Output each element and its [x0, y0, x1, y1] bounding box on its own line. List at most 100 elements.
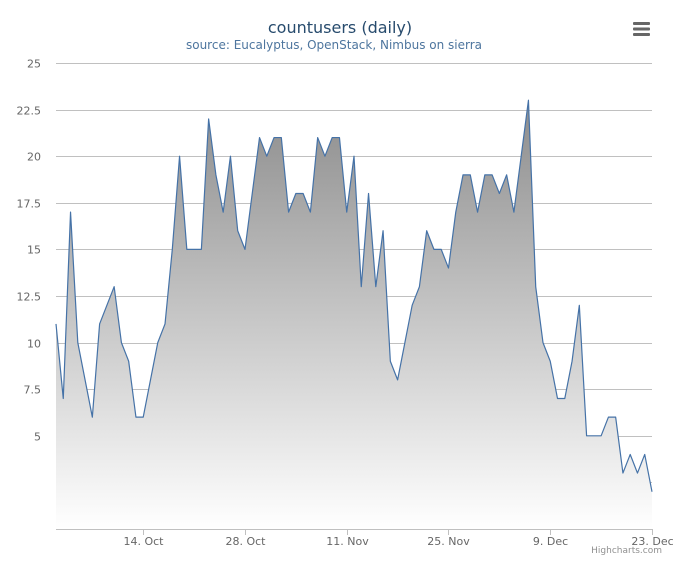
data-point[interactable]	[380, 228, 386, 234]
data-point[interactable]	[118, 340, 124, 346]
data-point[interactable]	[307, 209, 313, 215]
data-point[interactable]	[438, 246, 444, 252]
data-point[interactable]	[504, 172, 510, 178]
y-tick-label: 5	[34, 431, 41, 444]
data-point[interactable]	[605, 414, 611, 420]
credits-label[interactable]: Highcharts.com	[591, 546, 662, 556]
data-point[interactable]	[257, 135, 263, 141]
data-point[interactable]	[366, 190, 372, 196]
data-point[interactable]	[315, 135, 321, 141]
data-point[interactable]	[126, 358, 132, 364]
data-point[interactable]	[620, 470, 626, 476]
data-point[interactable]	[220, 209, 226, 215]
data-point[interactable]	[271, 135, 277, 141]
data-point[interactable]	[133, 414, 139, 420]
data-point[interactable]	[191, 246, 197, 252]
data-point[interactable]	[518, 153, 524, 159]
data-point[interactable]	[351, 153, 357, 159]
data-point[interactable]	[300, 190, 306, 196]
data-point[interactable]	[613, 414, 619, 420]
data-point[interactable]	[569, 358, 575, 364]
data-point[interactable]	[416, 284, 422, 290]
data-point[interactable]	[89, 414, 95, 420]
data-point[interactable]	[75, 340, 81, 346]
y-tick-label: 25	[27, 58, 41, 71]
series-area	[53, 97, 655, 529]
x-tick-label: 25. Nov	[427, 535, 470, 548]
data-point[interactable]	[409, 302, 415, 308]
data-point[interactable]	[584, 433, 590, 439]
data-point[interactable]	[445, 265, 451, 271]
y-tick-label: 15	[27, 244, 41, 257]
data-point[interactable]	[598, 433, 604, 439]
data-point[interactable]	[227, 153, 233, 159]
data-point[interactable]	[60, 396, 66, 402]
data-point[interactable]	[336, 135, 342, 141]
chart-subtitle: source: Eucalyptus, OpenStack, Nimbus on…	[186, 38, 482, 52]
data-point[interactable]	[358, 284, 364, 290]
data-point[interactable]	[424, 228, 430, 234]
data-point[interactable]	[591, 433, 597, 439]
data-point[interactable]	[387, 358, 393, 364]
data-point[interactable]	[431, 246, 437, 252]
data-point[interactable]	[286, 209, 292, 215]
data-point[interactable]	[206, 116, 212, 122]
data-point[interactable]	[525, 97, 531, 103]
data-point[interactable]	[235, 228, 241, 234]
data-point[interactable]	[278, 135, 284, 141]
data-point[interactable]	[177, 153, 183, 159]
data-point[interactable]	[329, 135, 335, 141]
data-point[interactable]	[489, 172, 495, 178]
data-point[interactable]	[634, 470, 640, 476]
data-point[interactable]	[373, 284, 379, 290]
data-point[interactable]	[395, 377, 401, 383]
data-point[interactable]	[627, 451, 633, 457]
data-point[interactable]	[562, 396, 568, 402]
data-point[interactable]	[460, 172, 466, 178]
data-point[interactable]	[111, 284, 117, 290]
x-axis: 14. Oct 28. Oct 11. Nov 25. Nov 9. Dec 23. De…	[56, 529, 674, 548]
data-point[interactable]	[453, 209, 459, 215]
data-point[interactable]	[547, 358, 553, 364]
data-point[interactable]	[482, 172, 488, 178]
data-point[interactable]	[496, 190, 502, 196]
data-point[interactable]	[540, 340, 546, 346]
data-point[interactable]	[344, 209, 350, 215]
x-tick-label: 14. Oct	[123, 535, 164, 548]
data-point[interactable]	[184, 246, 190, 252]
data-point[interactable]	[264, 153, 270, 159]
series-area-fill	[56, 100, 652, 529]
y-axis-labels: 5 7.5 10 12.5 15 17.5 20 22.5 25	[17, 58, 42, 444]
data-point[interactable]	[155, 340, 161, 346]
data-point[interactable]	[53, 321, 59, 327]
data-point[interactable]	[162, 321, 168, 327]
data-point[interactable]	[555, 396, 561, 402]
hamburger-menu-icon[interactable]	[628, 16, 656, 42]
data-point[interactable]	[402, 340, 408, 346]
data-point[interactable]	[104, 302, 110, 308]
data-point[interactable]	[169, 246, 175, 252]
series-line[interactable]	[55, 99, 653, 492]
data-point[interactable]	[213, 172, 219, 178]
y-tick-label: 20	[27, 151, 41, 164]
data-point[interactable]	[293, 190, 299, 196]
data-point[interactable]	[322, 153, 328, 159]
data-point[interactable]	[140, 414, 146, 420]
data-point[interactable]	[642, 451, 648, 457]
data-point[interactable]	[249, 190, 255, 196]
data-point[interactable]	[467, 172, 473, 178]
data-point[interactable]	[147, 377, 153, 383]
data-point[interactable]	[533, 284, 539, 290]
data-point[interactable]	[68, 209, 74, 215]
y-tick-label: 7.5	[24, 384, 42, 397]
x-tick-label: 11. Nov	[326, 535, 369, 548]
data-point[interactable]	[576, 302, 582, 308]
data-point[interactable]	[97, 321, 103, 327]
data-point[interactable]	[649, 489, 655, 495]
data-point[interactable]	[242, 246, 248, 252]
data-point[interactable]	[511, 209, 517, 215]
data-point[interactable]	[82, 377, 88, 383]
data-point[interactable]	[198, 246, 204, 252]
data-point[interactable]	[475, 209, 481, 215]
